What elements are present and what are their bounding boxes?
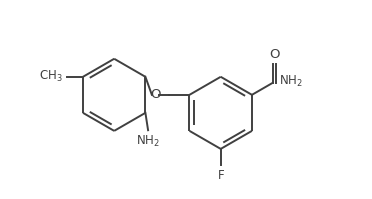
Text: CH$_3$: CH$_3$: [39, 69, 62, 84]
Text: NH$_2$: NH$_2$: [136, 133, 160, 148]
Text: O: O: [269, 48, 280, 61]
Text: O: O: [150, 88, 161, 101]
Text: NH$_2$: NH$_2$: [279, 74, 302, 89]
Text: F: F: [217, 169, 224, 182]
